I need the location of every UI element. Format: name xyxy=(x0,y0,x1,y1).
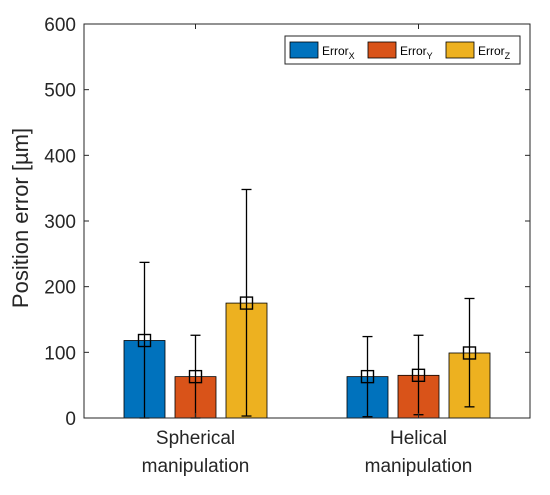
mean-marker xyxy=(239,296,254,310)
y-axis-label: Position error [µm] xyxy=(8,128,33,308)
y-tick-label: 600 xyxy=(44,15,76,36)
mean-marker xyxy=(462,346,477,360)
y-tick-label: 500 xyxy=(44,81,76,102)
mean-marker xyxy=(188,369,203,384)
y-tick-label: 100 xyxy=(44,343,76,364)
legend-swatch xyxy=(445,41,475,59)
legend-entry-label: ErrorY xyxy=(400,44,433,61)
mean-marker xyxy=(411,368,426,383)
y-tick-label: 0 xyxy=(65,409,76,430)
y-tick-label: 200 xyxy=(44,278,76,299)
bars-group xyxy=(123,188,491,419)
legend-swatch xyxy=(289,41,319,59)
mean-marker xyxy=(137,333,152,348)
x-category-label: Spherical xyxy=(156,428,235,449)
legend-entry-label: ErrorZ xyxy=(478,44,511,61)
axes-group xyxy=(83,23,531,419)
x-category-label: Helical xyxy=(390,428,447,449)
legend-entry-label: ErrorX xyxy=(322,44,355,61)
y-tick-label: 400 xyxy=(44,146,76,167)
mean-marker xyxy=(360,369,375,384)
legend: ErrorX ErrorY ErrorZ xyxy=(284,35,521,65)
x-category-label: manipulation xyxy=(365,456,473,477)
y-tick-label: 300 xyxy=(44,212,76,233)
legend-swatch xyxy=(367,41,397,59)
legend-box xyxy=(284,35,521,65)
x-category-label: manipulation xyxy=(142,456,250,477)
